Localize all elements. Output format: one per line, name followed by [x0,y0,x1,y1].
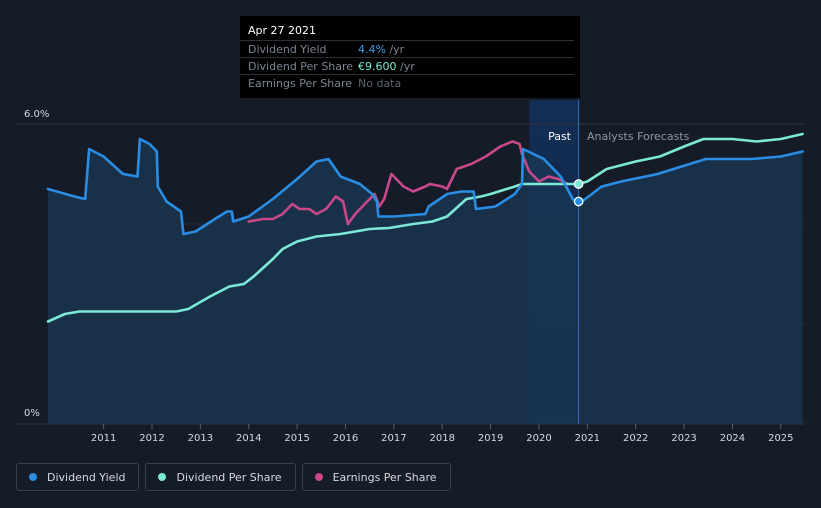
x-tick-label: 2011 [91,433,116,444]
x-tick-label: 2025 [768,433,793,444]
tooltip-value: 4.4% [358,43,386,56]
legend-item-dividend-yield[interactable]: Dividend Yield [16,463,140,491]
tooltip-value: €9.600 [358,60,397,73]
x-tick-label: 2013 [188,433,213,444]
tooltip-label: Earnings Per Share [248,77,353,90]
y-tick-label-zero: 0% [24,408,40,419]
tooltip-label: Dividend Per Share [248,60,354,73]
x-tick-label: 2017 [381,433,406,444]
legend-label: Earnings Per Share [332,470,437,484]
marker-dividend-per-share [573,179,584,189]
x-tick-label: 2020 [526,433,551,444]
tooltip-value: No data [358,77,402,90]
x-axis-ticks: 2011 2012 2013 2014 2015 2016 2017 2018 2019 2020… [91,424,794,444]
legend-label: Dividend Per Share [176,470,282,484]
tooltip-unit: /yr [385,43,405,56]
x-tick-label: 2022 [623,433,648,444]
x-tick-label: 2024 [720,433,745,444]
series-line-dividend-per-share [46,132,804,323]
legend-label: Dividend Yield [47,470,126,484]
legend-dot-icon [314,473,323,481]
legend-dot-icon [158,473,167,481]
marker-dividend-yield [573,196,584,207]
legend-item-dividend-per-share[interactable]: Dividend Per Share [145,463,296,491]
x-tick-label: 2018 [429,433,454,444]
past-label: Past [548,130,572,143]
x-tick-label: 2023 [671,433,696,444]
tooltip-row-dividend-per-share: Dividend Per Share €9.600 /yr [240,57,574,75]
tooltip-unit: /yr [396,60,415,73]
forecast-label: Analysts Forecasts [587,130,690,143]
x-tick-label: 2021 [575,433,600,444]
x-tick-label: 2012 [139,433,164,444]
legend-dot-icon [29,473,37,481]
tooltip-date: Apr 27 2021 [248,24,317,37]
legend: Dividend Yield Dividend Per Share Earnin… [16,463,451,491]
x-tick-label: 2016 [333,433,358,444]
series-markers [573,179,584,207]
dividend-yield-area [48,139,803,424]
y-tick-label-top: 6.0% [24,109,49,120]
tooltip-row-dividend-yield: Dividend Yield 4.4% /yr [240,40,574,58]
x-tick-label: 2015 [284,433,309,444]
x-tick-label: 2019 [478,433,503,444]
tooltip-row-earnings-per-share: Earnings Per Share No data [240,74,574,92]
legend-item-earnings-per-share[interactable]: Earnings Per Share [301,463,451,491]
series-line-earnings-per-share [247,140,570,226]
tooltip-label: Dividend Yield [248,43,327,56]
tooltip: Apr 27 2021 Dividend Yield 4.4% /yr Divi… [240,16,580,98]
x-tick-label: 2014 [236,433,261,444]
